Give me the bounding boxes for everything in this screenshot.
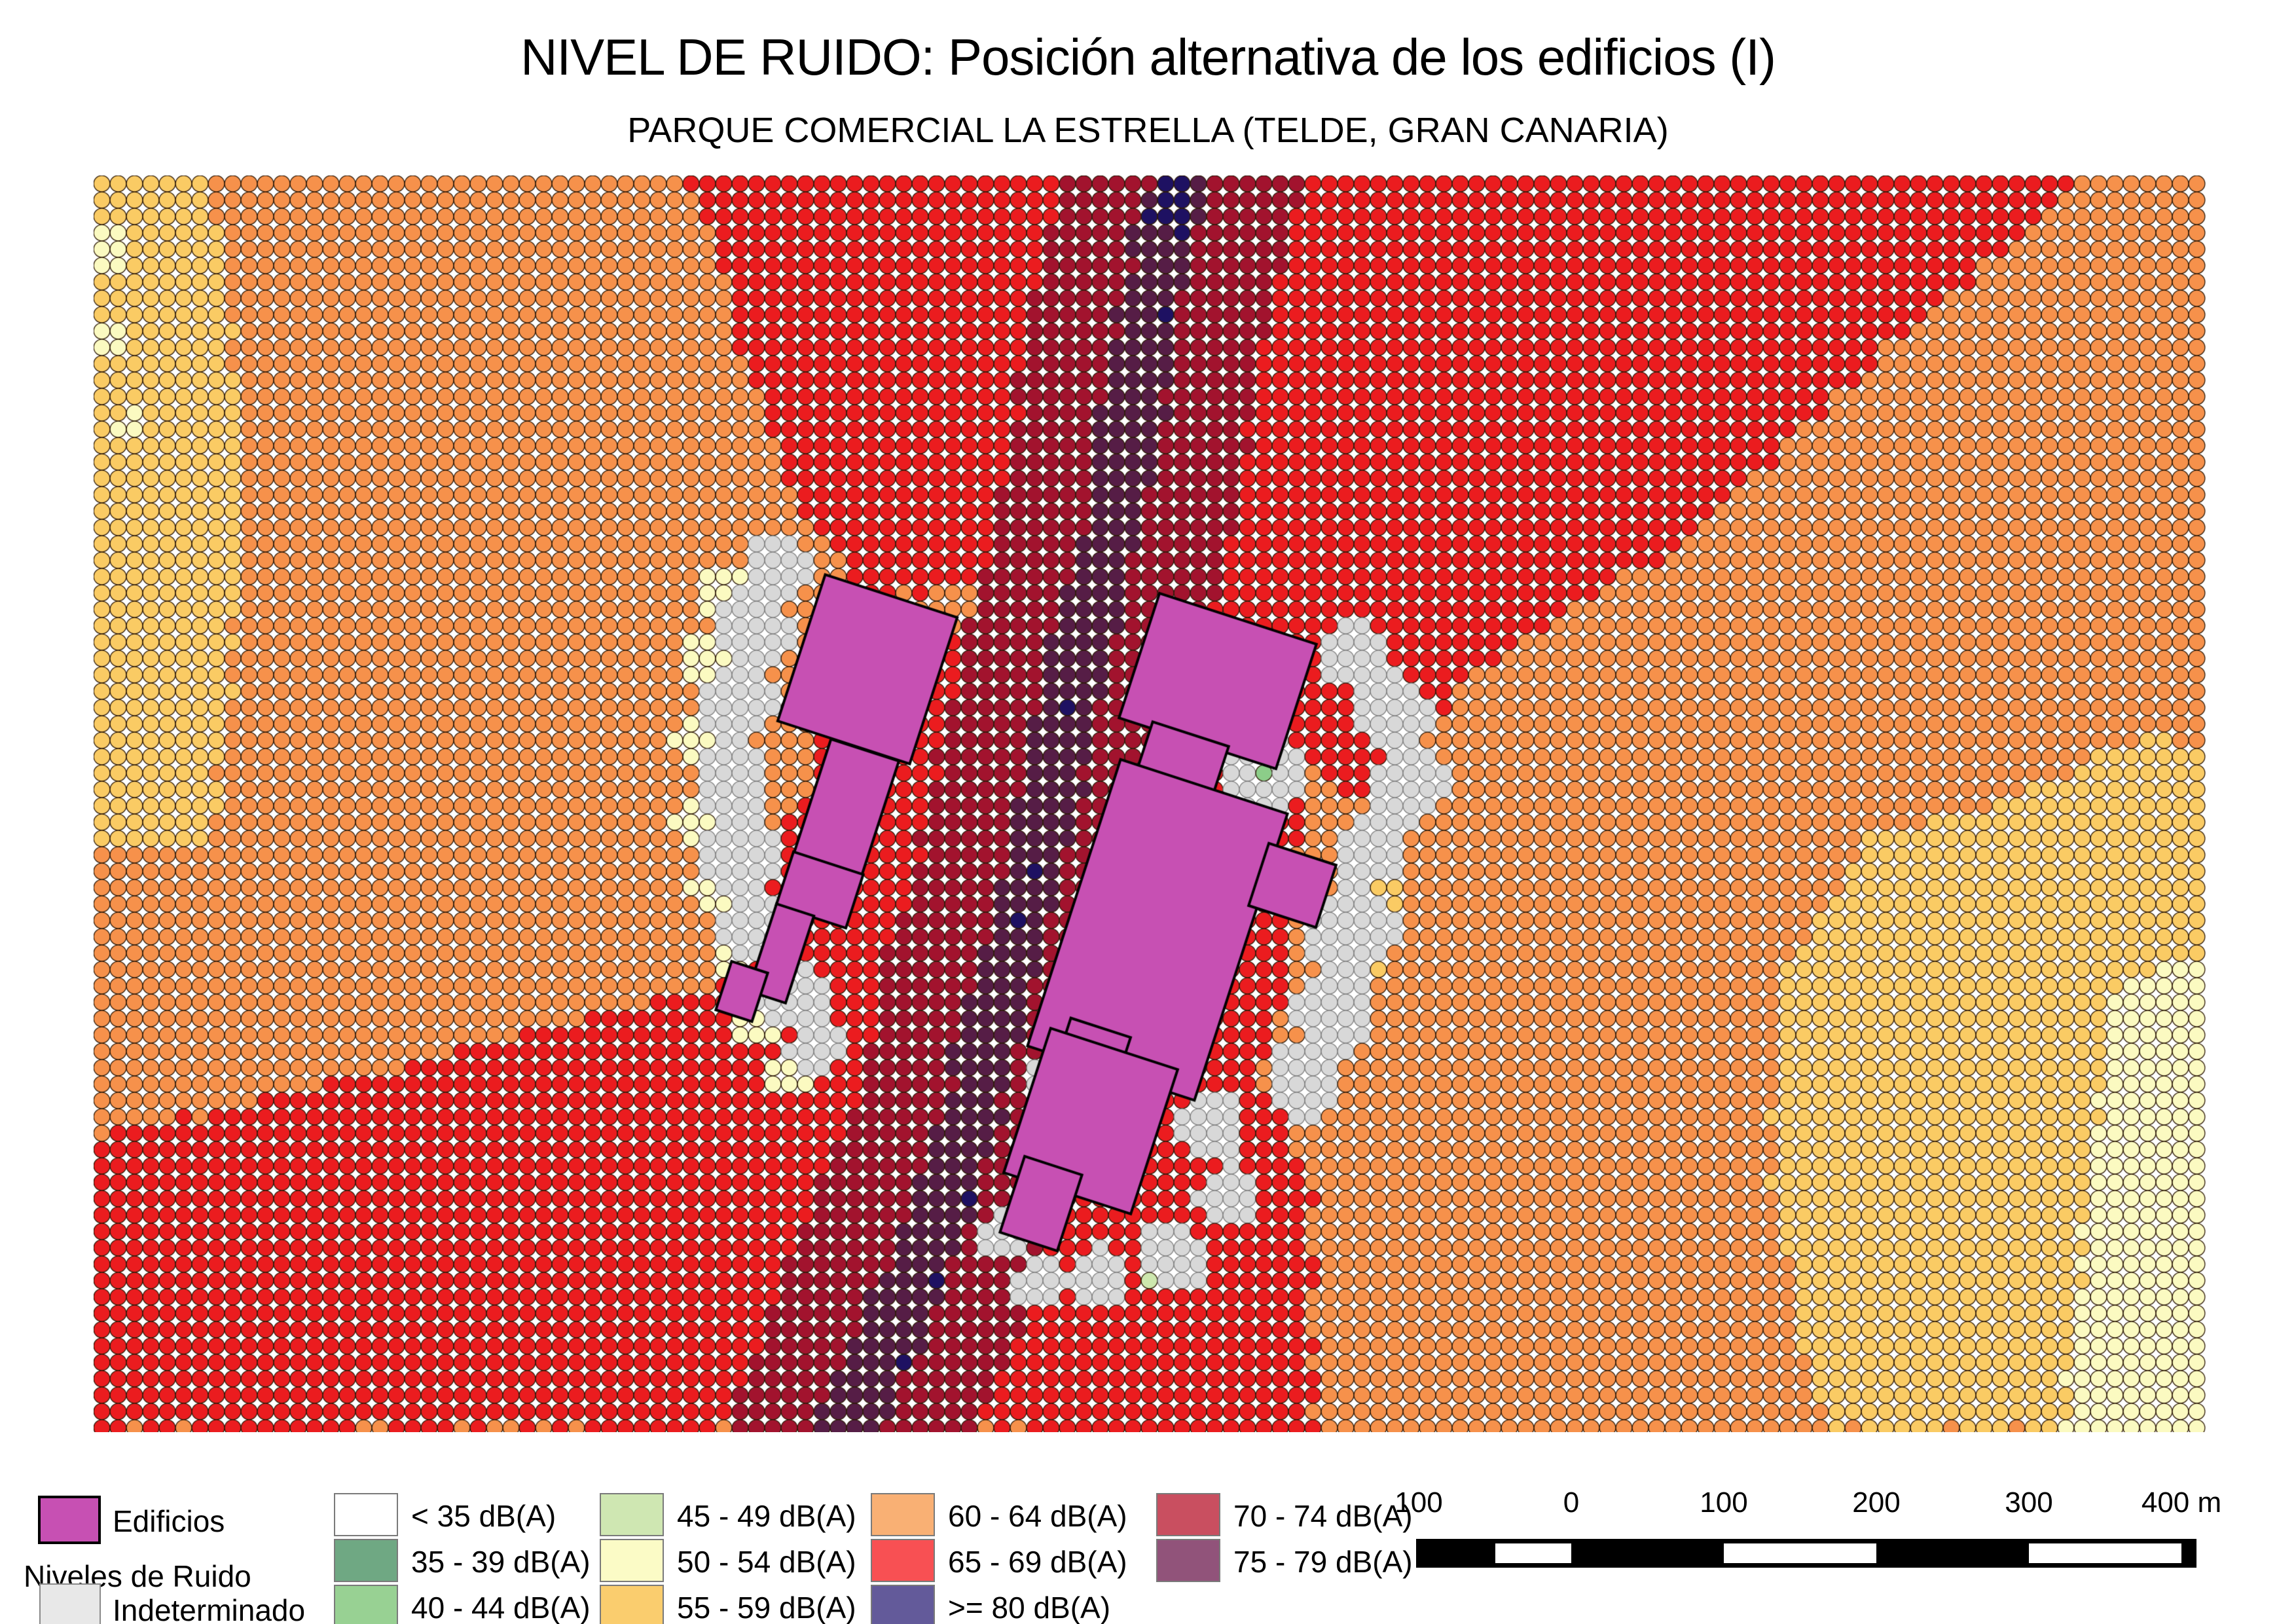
class-label-65-69: 65 - 69 dB(A) <box>948 1545 1127 1579</box>
scalebar-label-0: 100 <box>1394 1486 1443 1519</box>
class-swatch-65-69 <box>871 1539 935 1582</box>
indeterminado-swatch <box>39 1583 101 1624</box>
class-label-70-74: 70 - 74 dB(A) <box>1233 1499 1413 1533</box>
scalebar-label-4: 300 <box>2005 1486 2053 1519</box>
class-label-gte80: >= 80 dB(A) <box>948 1591 1111 1624</box>
class-label-45-49: 45 - 49 dB(A) <box>677 1499 856 1533</box>
class-label-60-64: 60 - 64 dB(A) <box>948 1499 1127 1533</box>
class-swatch-60-64 <box>871 1493 935 1536</box>
class-label-75-79: 75 - 79 dB(A) <box>1233 1545 1413 1579</box>
scalebar-inset-1 <box>1724 1543 1876 1563</box>
class-label-35-39: 35 - 39 dB(A) <box>411 1545 591 1579</box>
class-swatch-70-74 <box>1156 1493 1220 1536</box>
edificios-label: Edificios <box>113 1504 225 1538</box>
class-swatch-75-79 <box>1156 1539 1220 1582</box>
class-label-55-59: 55 - 59 dB(A) <box>677 1591 856 1624</box>
class-swatch-50-54 <box>600 1539 664 1582</box>
class-swatch-lt35 <box>334 1493 398 1536</box>
scalebar-inset-2 <box>2029 1543 2181 1563</box>
class-label-lt35: < 35 dB(A) <box>411 1499 556 1533</box>
map-subtitle: PARQUE COMERCIAL LA ESTRELLA (TELDE, GRA… <box>627 111 1669 150</box>
class-swatch-55-59 <box>600 1585 664 1624</box>
map-title: NIVEL DE RUIDO: Posición alternativa de … <box>520 28 1776 86</box>
scalebar-label-1: 0 <box>1563 1486 1580 1519</box>
legend: Edificios Niveles de Ruido Indeterminado… <box>0 1473 2296 1624</box>
scalebar-label-2: 100 <box>1700 1486 1748 1519</box>
indeterminado-label: Indeterminado <box>113 1593 306 1624</box>
class-swatch-40-44 <box>334 1585 398 1624</box>
class-swatch-gte80 <box>871 1585 935 1624</box>
class-swatch-35-39 <box>334 1539 398 1582</box>
map-area <box>94 175 2208 1432</box>
scalebar-inset-0 <box>1495 1543 1571 1563</box>
scalebar-label-5: 400 m <box>2141 1486 2222 1519</box>
class-label-40-44: 40 - 44 dB(A) <box>411 1591 591 1624</box>
noise-map-canvas <box>94 175 2208 1432</box>
scalebar-label-3: 200 <box>1852 1486 1901 1519</box>
edificios-swatch <box>38 1496 101 1544</box>
class-label-50-54: 50 - 54 dB(A) <box>677 1545 856 1579</box>
class-swatch-45-49 <box>600 1493 664 1536</box>
scalebar: 100 0 100 200 300 400 m <box>1394 1486 2296 1591</box>
